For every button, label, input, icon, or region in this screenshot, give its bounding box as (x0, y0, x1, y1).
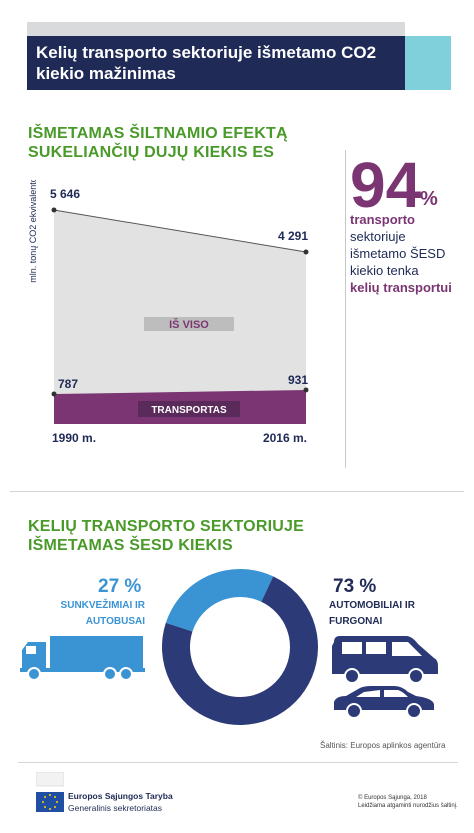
value-label-total-1990: 5 646 (50, 187, 80, 201)
cars-percent: 73 % (333, 576, 377, 597)
header-top-bar (27, 22, 405, 36)
van-icon (332, 636, 438, 684)
copyright-line2: Leidžiama atgaminti nurodžius šaltinį. (358, 803, 458, 809)
value-label-transport-1990: 787 (58, 377, 78, 391)
value-label-total-2016: 4 291 (278, 229, 308, 243)
value-label-transport-2016: 931 (288, 373, 308, 387)
trucks-label: SUNKVEŽIMIAI IR AUTOBUSAI (60, 600, 145, 627)
point-total-1990 (51, 207, 57, 213)
vertical-divider (345, 150, 346, 468)
fact-line3: kelių transportui (350, 280, 452, 295)
footer-org: Europos Sąjungos Taryba (68, 791, 173, 801)
x-tick-2016: 2016 m. (263, 431, 307, 445)
series-label-box-total (144, 317, 234, 331)
source-note: Šaltinis: Europos aplinkos agentūra (320, 741, 446, 750)
donut-segment-trucks (165, 569, 274, 632)
series-label-box-transport (138, 401, 240, 417)
fact-percent-sign: % (420, 188, 438, 210)
section1-title: IŠMETAMAS ŠILTNAMIO EFEKTĄ SUKELIANČIŲ D… (28, 125, 288, 161)
point-transport-1990 (51, 391, 57, 397)
point-total-2016 (303, 249, 309, 255)
series-label-total: IŠ VISO (169, 318, 209, 331)
header-box (27, 36, 405, 90)
donut-segment-cars (162, 576, 318, 725)
section2-title: KELIŲ TRANSPORTO SEKTORIUJE IŠMETAMAS ŠE… (28, 518, 304, 554)
emissions-area-chart: 5 646 4 291 787 931 IŠ VISO TRANSPORTAS … (28, 180, 309, 445)
eu-flag-icon (36, 772, 64, 812)
trucks-percent: 27 % (98, 576, 142, 597)
emissions-donut-chart (162, 569, 318, 725)
total-line (53, 209, 307, 253)
series-label-transport: TRANSPORTAS (151, 405, 227, 416)
point-transport-2016 (303, 387, 309, 393)
header-accent (405, 36, 451, 90)
y-axis-label: mln. tonų CO2 ekvivalento (28, 180, 38, 283)
x-tick-1990: 1990 m. (52, 431, 96, 445)
truck-icon (20, 636, 145, 681)
fact-line2: sektoriuje išmetamo ŠESD kiekio tenka (350, 229, 446, 278)
fact-number: 94 (350, 149, 422, 221)
footer-divider (18, 762, 458, 763)
car-icon (334, 686, 434, 719)
fact-line1: transporto (350, 212, 415, 227)
footer-secretariat: Generalinis sekretoriatas (68, 803, 163, 813)
copyright-note: © Europos Sąjunga, 2018 Leidžiama atgami… (358, 794, 458, 810)
fact-text: transporto sektoriuje išmetamo ŠESD kiek… (350, 211, 465, 296)
copyright-line1: © Europos Sąjunga, 2018 (358, 795, 427, 801)
cars-label: AUTOMOBILIAI IR FURGONAI (329, 600, 415, 627)
page-title: Kelių transporto sektoriuje išmetamo CO2… (36, 43, 377, 83)
section-divider (10, 491, 464, 492)
